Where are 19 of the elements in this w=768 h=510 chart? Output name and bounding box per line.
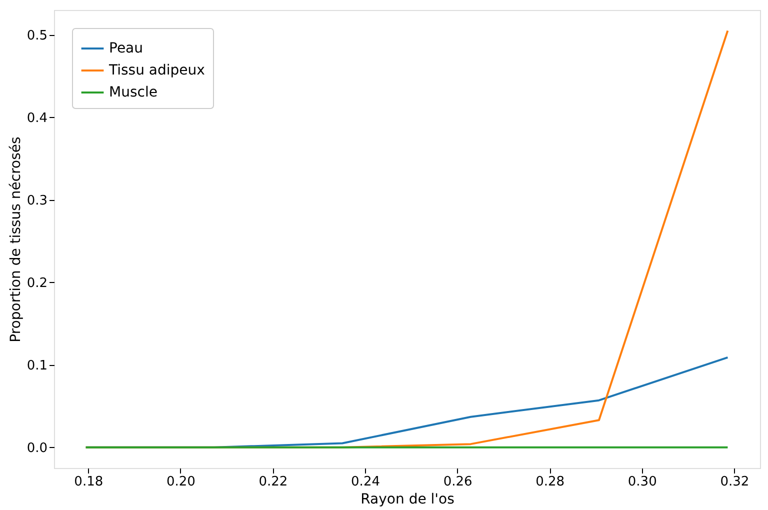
x-tick-label: 0.22 <box>258 474 288 490</box>
legend-label: Peau <box>109 40 144 56</box>
x-tick-label: 0.32 <box>720 474 750 490</box>
x-tick-label: 0.30 <box>628 474 657 490</box>
x-tick-label: 0.24 <box>351 474 380 490</box>
legend-label: Muscle <box>109 84 158 100</box>
y-tick-label: 0.2 <box>26 276 48 291</box>
y-tick-label: 0.4 <box>26 110 48 126</box>
x-tick-label: 0.18 <box>74 474 104 490</box>
y-axis-title: Proportion de tissus nécrosés <box>8 136 24 342</box>
y-tick-label: 0.0 <box>26 440 48 456</box>
y-tick-label: 0.1 <box>26 358 48 374</box>
x-tick-label: 0.28 <box>536 474 565 490</box>
legend-label: Tissu adipeux <box>108 62 205 78</box>
y-tick-label: 0.5 <box>26 28 48 44</box>
x-axis-title: Rayon de l'os <box>360 492 454 508</box>
x-tick-label: 0.20 <box>166 474 196 490</box>
y-tick-label: 0.3 <box>26 193 48 208</box>
x-tick-label: 0.26 <box>443 474 472 490</box>
